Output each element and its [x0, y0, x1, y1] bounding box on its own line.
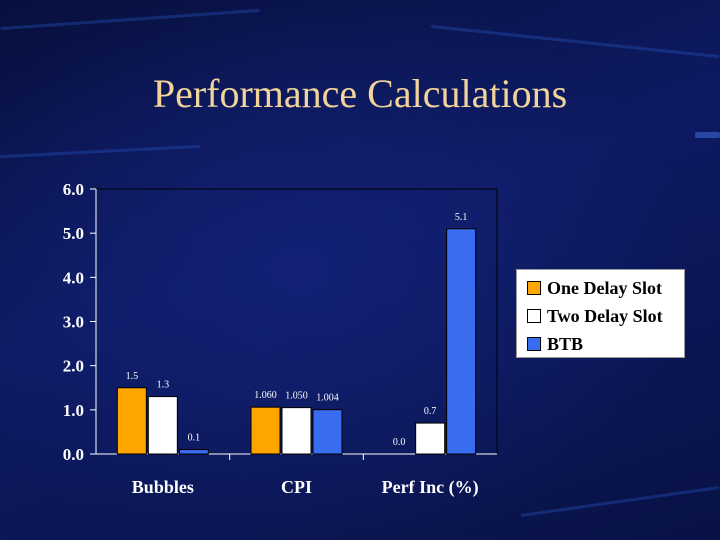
data-label: 0.7 — [424, 406, 437, 417]
legend-swatch — [527, 309, 541, 323]
legend-item-two-delay-slot: Two Delay Slot — [527, 306, 663, 327]
legend-item-one-delay-slot: One Delay Slot — [527, 278, 662, 299]
bar — [178, 449, 209, 455]
background-streak — [695, 132, 720, 138]
bar — [281, 407, 312, 455]
data-label: 1.050 — [285, 391, 308, 402]
x-category-label: Bubbles — [132, 477, 194, 497]
slide-title: Performance Calculations — [152, 71, 568, 116]
x-category-label: CPI — [281, 477, 312, 497]
y-tick-label: 1.0 — [63, 401, 84, 420]
y-tick-label: 3.0 — [63, 313, 84, 332]
bar — [116, 387, 147, 455]
legend-swatch — [527, 281, 541, 295]
bar — [250, 406, 281, 455]
bar — [415, 422, 446, 455]
bar — [312, 409, 343, 455]
x-category-label: Perf Inc (%) — [382, 477, 479, 498]
data-label: 1.5 — [126, 371, 139, 382]
data-label: 1.004 — [316, 393, 339, 404]
bar — [446, 228, 477, 455]
y-tick-label: 5.0 — [63, 224, 84, 243]
data-label: 0.1 — [188, 433, 201, 444]
y-tick-label: 6.0 — [63, 180, 84, 199]
y-tick-label: 2.0 — [63, 357, 84, 376]
data-label: 5.1 — [455, 212, 468, 223]
y-tick-label: 0.0 — [63, 445, 84, 464]
data-label: 1.3 — [157, 380, 170, 391]
legend-label: BTB — [547, 334, 584, 354]
y-tick-label: 4.0 — [63, 268, 84, 287]
legend-label: Two Delay Slot — [547, 306, 663, 326]
data-label: 1.060 — [254, 390, 277, 401]
legend-item-btb: BTB — [527, 334, 583, 355]
data-label: 0.0 — [393, 437, 406, 448]
bar — [147, 396, 178, 455]
legend-swatch — [527, 337, 541, 351]
legend-label: One Delay Slot — [547, 278, 662, 298]
chart-legend: One Delay Slot Two Delay Slot BTB — [516, 269, 685, 358]
